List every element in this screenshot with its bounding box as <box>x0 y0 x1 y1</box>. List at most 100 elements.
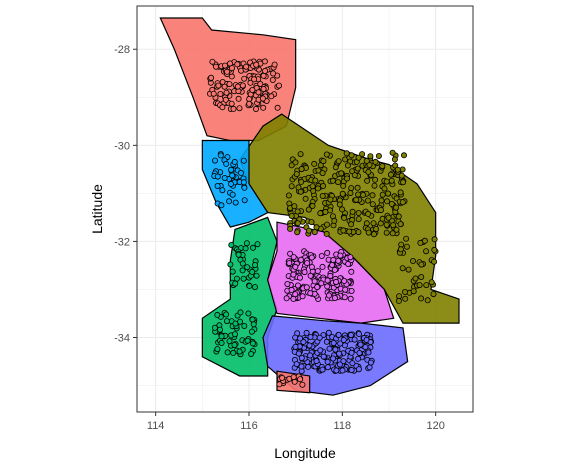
site-point <box>223 89 230 96</box>
site-point <box>290 271 297 278</box>
site-point <box>337 340 344 347</box>
site-point <box>298 166 305 173</box>
site-point <box>288 183 295 190</box>
site-point <box>226 198 233 205</box>
site-point <box>292 159 299 166</box>
site-point <box>405 266 412 273</box>
site-point <box>254 241 261 248</box>
site-point <box>360 191 367 198</box>
site-point <box>209 58 216 65</box>
site-point <box>231 341 238 348</box>
site-point <box>418 261 425 268</box>
site-point <box>304 260 311 267</box>
site-point <box>294 208 301 215</box>
site-point <box>226 338 233 345</box>
site-point <box>339 367 346 374</box>
site-point <box>299 381 306 388</box>
site-point <box>249 268 256 275</box>
site-point <box>365 349 372 356</box>
site-point <box>331 294 338 301</box>
site-point <box>348 268 355 275</box>
site-point <box>298 363 305 370</box>
site-point <box>239 260 246 267</box>
site-point <box>224 349 231 356</box>
site-point <box>324 249 331 256</box>
site-point <box>228 65 235 72</box>
site-point <box>373 225 380 232</box>
site-point <box>215 82 222 89</box>
site-point <box>395 213 402 220</box>
site-point <box>339 190 346 197</box>
site-point <box>342 286 349 293</box>
site-point <box>319 366 326 373</box>
site-point <box>367 339 374 346</box>
site-point <box>375 152 382 159</box>
site-point <box>324 364 331 371</box>
site-point <box>308 263 315 270</box>
site-point <box>226 81 233 88</box>
site-point <box>311 229 318 236</box>
site-point <box>329 261 336 268</box>
site-point <box>308 219 315 226</box>
site-point <box>324 358 331 365</box>
site-point <box>246 282 253 289</box>
site-point <box>349 208 356 215</box>
site-point <box>306 342 313 349</box>
site-point <box>367 359 374 366</box>
y-tick-label: -28 <box>114 44 130 56</box>
site-point <box>219 104 226 111</box>
site-point <box>355 355 362 362</box>
site-point <box>416 282 423 289</box>
site-point <box>327 196 334 203</box>
site-point <box>399 199 406 206</box>
site-point <box>241 322 248 329</box>
site-point <box>241 75 248 82</box>
site-point <box>364 177 371 184</box>
site-point <box>314 185 321 192</box>
site-point <box>399 265 406 272</box>
site-point <box>390 222 397 229</box>
site-point <box>231 331 238 338</box>
site-point <box>335 331 342 338</box>
site-point <box>274 104 281 111</box>
site-point <box>369 192 376 199</box>
site-point <box>381 185 388 192</box>
x-tick-label: 118 <box>334 420 352 432</box>
site-point <box>249 244 256 251</box>
site-point <box>400 179 407 186</box>
site-point <box>372 176 379 183</box>
site-point <box>269 77 276 84</box>
site-point <box>250 321 257 328</box>
site-point <box>240 157 247 164</box>
site-point <box>389 149 396 156</box>
y-axis-ticks: -28 -30 -32 -34 <box>114 44 137 345</box>
site-point <box>388 177 395 184</box>
site-point <box>298 354 305 361</box>
site-point <box>294 282 301 289</box>
site-point <box>317 210 324 217</box>
site-point <box>236 105 243 112</box>
site-point <box>389 230 396 237</box>
site-point <box>208 74 215 81</box>
site-point <box>260 86 267 93</box>
site-point <box>223 68 230 75</box>
site-point <box>320 158 327 165</box>
site-point <box>229 191 236 198</box>
site-point <box>332 346 339 353</box>
site-point <box>234 61 241 68</box>
site-point <box>423 282 430 289</box>
site-point <box>303 284 310 291</box>
site-point <box>222 96 229 103</box>
site-point <box>221 174 228 181</box>
site-point <box>348 185 355 192</box>
site-point <box>243 240 250 247</box>
site-point <box>311 278 318 285</box>
site-point <box>235 95 242 102</box>
site-point <box>403 235 410 242</box>
site-point <box>347 190 354 197</box>
x-tick-label: 114 <box>147 420 165 432</box>
site-point <box>384 190 391 197</box>
y-tick-label: -34 <box>114 333 130 345</box>
site-point <box>363 157 370 164</box>
site-point <box>262 67 269 74</box>
